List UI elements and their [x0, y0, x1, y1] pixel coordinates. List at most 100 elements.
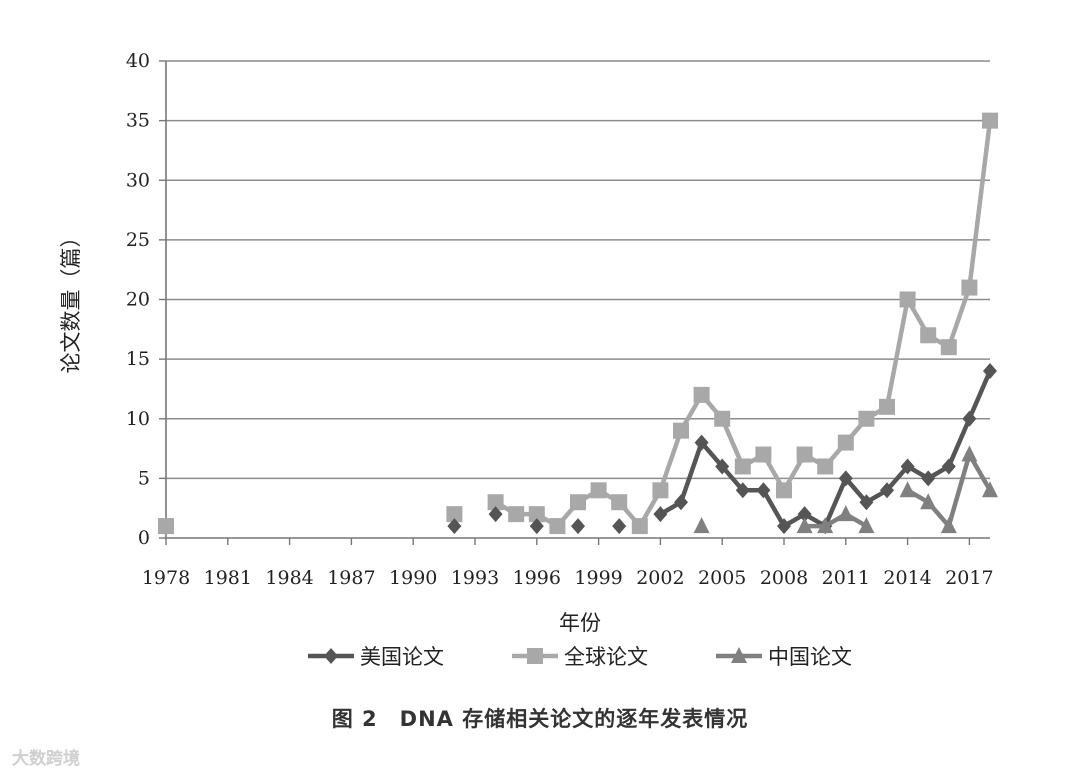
data-point: [899, 481, 916, 498]
data-point: [961, 445, 978, 462]
data-point: [447, 518, 462, 535]
legend-marker: [527, 648, 543, 664]
data-point: [674, 494, 688, 511]
series-group: [158, 112, 998, 535]
data-point: [983, 363, 997, 380]
data-point: [612, 518, 627, 535]
data-point: [880, 482, 894, 499]
data-point: [755, 446, 772, 463]
x-tick-label: 1981: [204, 567, 252, 589]
x-tick-label: 2008: [760, 567, 808, 589]
y-tick-label: 40: [126, 50, 150, 72]
data-point: [982, 481, 998, 498]
data-point: [570, 494, 586, 511]
y-tick-label: 30: [126, 169, 150, 191]
data-point: [715, 458, 730, 475]
data-point: [858, 517, 875, 534]
x-tick-label: 1990: [389, 567, 437, 589]
data-point: [694, 434, 709, 451]
x-tick-label: 1996: [513, 567, 561, 589]
data-point: [962, 410, 977, 427]
data-point: [653, 506, 668, 523]
x-tick-labels: 1978 1981 1984 1987 1990 1993 1996 1999 2002 2005…: [142, 538, 994, 589]
x-tick-label: 1987: [327, 567, 375, 589]
data-point: [921, 470, 936, 487]
data-point: [837, 505, 854, 522]
legend: 美国论文 全球论文 中国论文: [308, 645, 852, 669]
chart: 0 5 10 15 20 25 30 35 40 1978 1981 1984 1987 1990 199…: [59, 50, 998, 669]
data-point: [777, 518, 791, 535]
data-point: [879, 398, 895, 415]
data-point: [529, 518, 544, 535]
x-tick-label: 2005: [698, 567, 746, 589]
data-point: [693, 386, 710, 403]
data-point: [714, 410, 731, 427]
data-point: [488, 506, 503, 523]
data-point: [838, 470, 853, 487]
data-point: [797, 506, 812, 523]
legend-label: 中国论文: [768, 645, 852, 669]
data-point: [528, 506, 545, 523]
x-tick-label: 1999: [574, 567, 622, 589]
legend-label: 美国论文: [360, 645, 444, 669]
y-tick-labels: 0 5 10 15 20 25 30 35 40: [126, 50, 166, 549]
watermark: 大数跨境: [12, 749, 80, 769]
y-tick-label: 20: [126, 289, 150, 311]
gridlines: [166, 60, 990, 480]
data-point: [611, 494, 628, 511]
data-point: [941, 458, 956, 475]
legend-item: 美国论文: [308, 645, 444, 669]
data-point: [796, 517, 813, 534]
x-tick-label: 1993: [451, 567, 499, 589]
legend-marker: [324, 648, 338, 664]
x-tick-label: 2014: [883, 567, 931, 589]
y-tick-label: 15: [126, 348, 150, 370]
x-tick-label: 2002: [636, 567, 684, 589]
data-point: [446, 506, 463, 523]
data-point: [776, 482, 792, 499]
data-point: [817, 517, 834, 534]
legend-marker: [731, 647, 747, 663]
y-tick-label: 0: [138, 527, 150, 549]
x-tick-label: 2017: [945, 567, 993, 589]
series-line: [804, 511, 868, 529]
data-point: [920, 327, 937, 344]
data-point: [590, 482, 607, 499]
data-point: [549, 518, 566, 535]
series-triangle: [693, 445, 998, 534]
legend-label: 全球论文: [564, 645, 648, 669]
data-point: [817, 458, 834, 475]
figure-caption: 图 2 DNA 存储相关论文的逐年发表情况: [331, 707, 749, 731]
data-point: [735, 482, 750, 499]
x-tick-label: 2011: [822, 567, 870, 589]
data-point: [920, 493, 937, 510]
data-point: [693, 517, 710, 534]
series-line: [659, 370, 993, 529]
data-point: [940, 339, 957, 356]
data-point: [652, 482, 669, 499]
data-point: [859, 494, 874, 511]
y-tick-label: 10: [126, 408, 150, 430]
data-point: [899, 291, 916, 308]
data-point: [734, 458, 751, 475]
y-tick-label: 35: [126, 110, 150, 132]
data-point: [940, 517, 957, 534]
series-square: [158, 112, 998, 535]
data-point: [982, 112, 998, 129]
y-tick-label: 5: [138, 467, 150, 489]
data-point: [571, 518, 585, 535]
data-point: [796, 446, 813, 463]
legend-item: 全球论文: [512, 645, 648, 669]
data-point: [837, 434, 854, 451]
data-point: [673, 422, 689, 439]
data-point: [508, 506, 525, 523]
x-tick-label: 1984: [265, 567, 313, 589]
data-point: [961, 279, 978, 296]
data-point: [858, 410, 875, 427]
data-point: [158, 518, 174, 535]
data-point: [487, 494, 504, 511]
y-tick-label: 25: [126, 229, 150, 251]
legend-item: 中国论文: [716, 645, 852, 669]
data-point: [756, 482, 771, 499]
x-axis-label: 年份: [559, 611, 601, 635]
